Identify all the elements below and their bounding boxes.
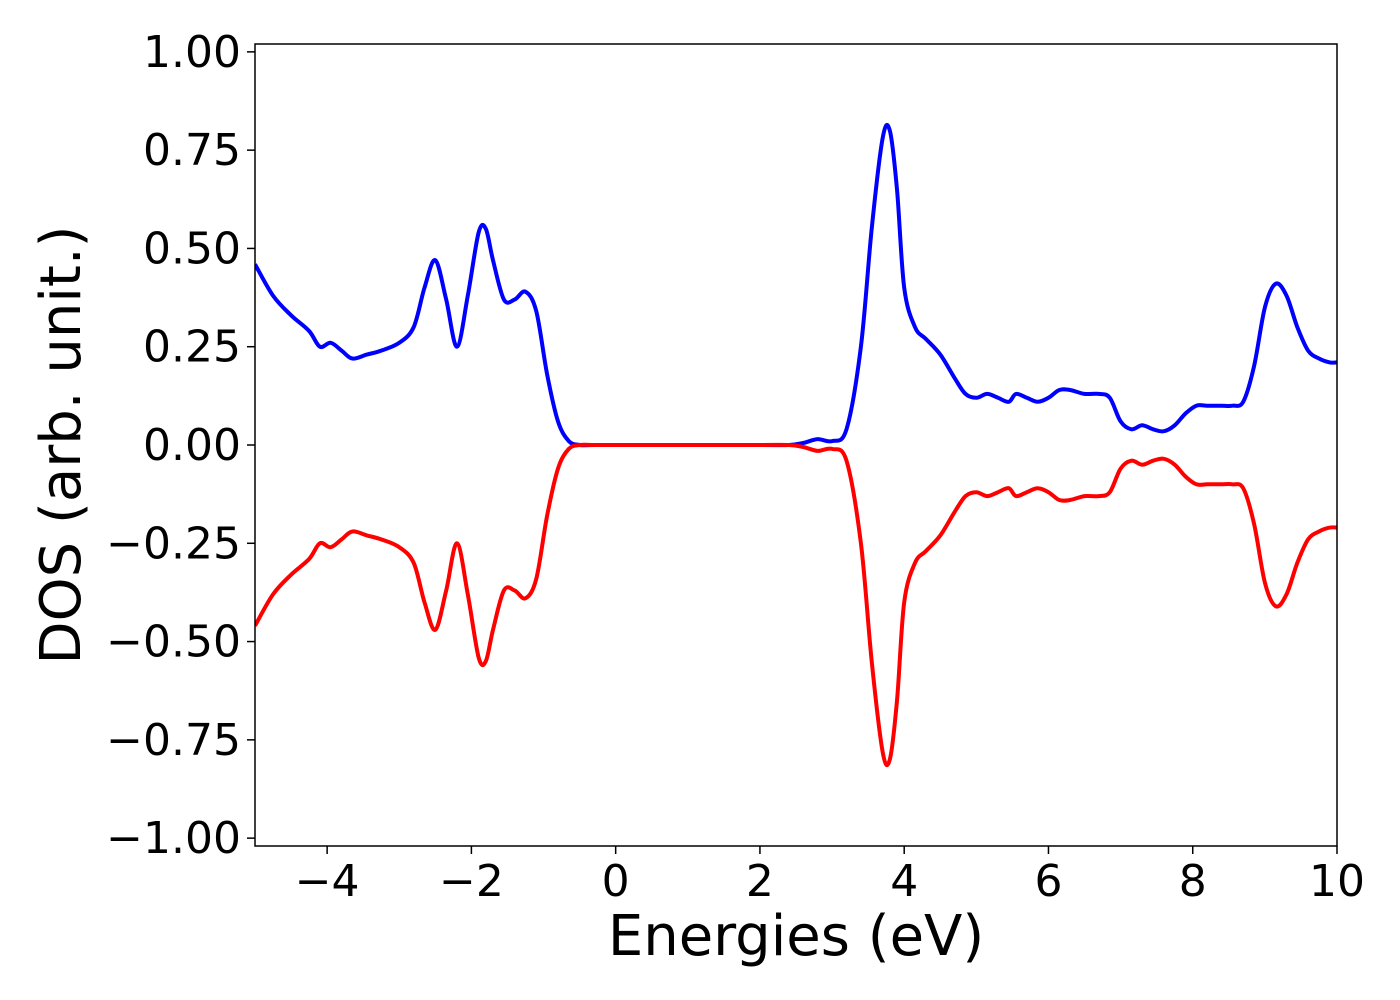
x-tick-label: −2 [439,856,504,907]
y-tick-label: 0.25 [143,322,241,373]
y-tick-label: −0.50 [106,617,241,668]
y-tick-label: 0.00 [143,420,241,471]
y-tick-label: −0.75 [106,715,241,766]
x-tick-label: 0 [602,856,630,907]
x-tick-label: 2 [746,856,774,907]
y-tick-label: 0.50 [143,223,241,274]
y-tick-label: −0.25 [106,518,241,569]
y-axis-ticks: 1.00 0.75 0.50 0.25 0.00 −0.25 −0.50 −0.75 −1.00 [106,27,255,864]
y-tick-label: 0.75 [143,125,241,176]
y-axis-label: DOS (arb. unit.) [29,225,94,664]
x-axis-ticks: −4 −2 0 2 4 6 8 10 [295,846,1365,907]
x-axis-label: Energies (eV) [608,904,984,969]
x-tick-label: 4 [890,856,918,907]
y-tick-label: 1.00 [143,27,241,78]
series-line-2 [255,442,1337,768]
x-tick-label: 8 [1179,856,1207,907]
y-tick-label: −1.00 [106,813,241,864]
x-tick-label: 10 [1309,856,1365,907]
series-layer [255,122,1337,768]
x-tick-label: 6 [1034,856,1062,907]
series-line-1 [255,122,1337,448]
x-tick-label: −4 [295,856,360,907]
